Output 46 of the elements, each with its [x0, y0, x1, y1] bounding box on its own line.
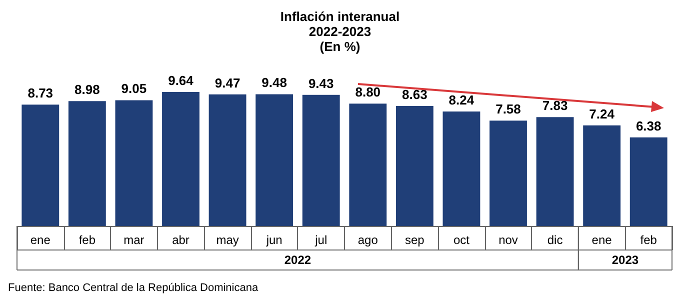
data-label: 8.24 — [448, 92, 475, 108]
x-tick-label: abr — [172, 233, 190, 247]
data-label: 7.58 — [496, 102, 521, 117]
x-tick-label: jul — [314, 233, 328, 247]
bar — [536, 117, 574, 226]
text: 2023 — [612, 253, 639, 267]
data-label: 9.48 — [262, 75, 287, 90]
bar — [256, 94, 294, 226]
data-label: 9.47 — [214, 75, 240, 90]
data-label: 8.80 — [355, 84, 381, 100]
data-label: 8.98 — [74, 82, 100, 98]
x-tick-label: sep — [405, 233, 425, 247]
data-label: 7.83 — [542, 98, 568, 114]
bar — [115, 100, 153, 226]
x-tick-label: oct — [453, 233, 470, 247]
x-tick-label: may — [216, 233, 239, 247]
x-tick-label: jun — [265, 233, 282, 247]
x-tick-label: ene — [30, 233, 51, 247]
bar — [68, 101, 106, 226]
source-note: Fuente: Banco Central de la República Dominicana — [8, 282, 259, 294]
x-tick-label: ago — [358, 233, 378, 247]
bar — [442, 111, 480, 226]
data-label: 9.64 — [168, 73, 194, 88]
x-tick-label: nov — [498, 233, 518, 247]
bar — [302, 94, 340, 226]
data-label: 8.63 — [402, 87, 428, 102]
x-tick-label: feb — [640, 233, 658, 247]
data-label: 9.05 — [121, 81, 147, 96]
bar — [396, 106, 434, 226]
bar — [583, 125, 621, 226]
bar — [162, 92, 200, 226]
text: 2022 — [284, 253, 312, 267]
data-label: 6.38 — [636, 118, 662, 134]
bar — [22, 104, 60, 226]
data-label: 9.43 — [308, 76, 334, 91]
bar — [490, 120, 527, 226]
bar — [349, 104, 387, 226]
x-tick-label: dic — [547, 233, 563, 247]
x-tick-label: ene — [592, 233, 612, 247]
bar — [208, 94, 246, 226]
x-tick-label: feb — [78, 233, 96, 247]
chart-title: Inflación interanual 2022-2023 (En %) — [280, 9, 400, 54]
data-label: 7.24 — [589, 106, 616, 122]
data-label: 8.73 — [28, 86, 54, 101]
x-tick-label: mar — [124, 233, 144, 247]
bar — [630, 137, 668, 226]
